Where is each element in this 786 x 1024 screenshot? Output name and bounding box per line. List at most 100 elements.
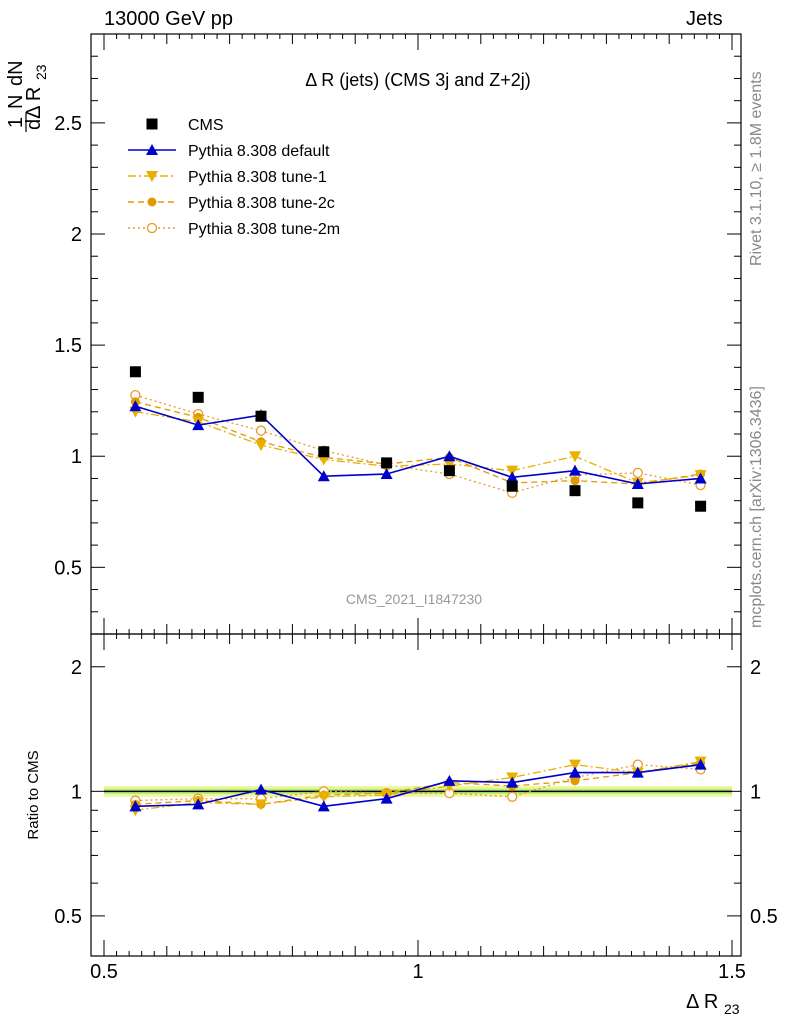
ratio-y-axis: 0.5 0.5 1 1 2 2	[54, 657, 778, 957]
mcplots-label: mcplots.cern.ch [arXiv:1306.3436]	[748, 386, 765, 628]
legend: CMS Pythia 8.308 default Pythia 8.308 tune…	[128, 117, 340, 238]
series-line	[135, 405, 701, 485]
ratio-point	[507, 791, 518, 802]
main-y-tick-label: 2.5	[54, 113, 82, 135]
mc-point	[506, 465, 519, 477]
data-point	[569, 485, 581, 497]
legend-entry: Pythia 8.308 tune-2m	[128, 221, 340, 238]
mc-point	[443, 459, 456, 470]
ratio-series-pythia-8-308-default	[129, 758, 707, 812]
legend-entry: Pythia 8.308 default	[128, 143, 330, 160]
data-point	[443, 465, 455, 477]
ratio-y-tick-label: 1	[71, 781, 82, 803]
ratio-point	[317, 791, 330, 803]
ratio-point	[506, 776, 519, 788]
x-tick-label: 1	[412, 961, 423, 983]
data-point	[695, 500, 707, 512]
mc-point	[570, 476, 580, 486]
series-cms	[129, 366, 707, 512]
mc-point	[255, 425, 267, 436]
data-point	[632, 497, 644, 509]
main-y-tick-label: 2	[71, 224, 82, 246]
rivet-label: Rivet 3.1.10, ≥ 1.8M events	[748, 71, 765, 266]
ratio-series-pythia-8-308-tune-2m	[130, 759, 706, 806]
series-pythia-8-308-tune-1	[129, 406, 707, 489]
ratio-point	[631, 766, 644, 778]
legend-marker	[146, 222, 158, 234]
mc-point	[506, 471, 519, 483]
svg-text:Δ R: Δ R	[686, 991, 718, 1013]
ratio-point	[255, 783, 267, 795]
mc-point	[443, 450, 456, 462]
main-y-tick-label: 1.5	[54, 335, 82, 357]
legend-marker	[146, 171, 158, 182]
ratio-line	[135, 763, 701, 808]
svg-text:23: 23	[33, 64, 49, 80]
watermark: CMS_2021_I1847230	[346, 591, 482, 607]
data-point	[129, 366, 141, 378]
ratio-point	[569, 766, 581, 778]
ratio-point	[380, 792, 393, 804]
mc-point	[255, 440, 267, 452]
mc-point	[569, 451, 581, 463]
legend-marker	[146, 144, 158, 155]
mc-point	[569, 464, 581, 476]
ratio-line	[135, 760, 701, 811]
ratio-point	[255, 799, 267, 811]
ratio-point	[129, 800, 142, 812]
series-pythia-8-308-default	[129, 400, 707, 489]
ratio-panel-frame	[90, 633, 742, 957]
data-point	[255, 410, 267, 422]
main-y-tick-label: 1	[71, 446, 82, 468]
ratio-point	[443, 774, 456, 786]
legend-marker	[147, 197, 157, 207]
mc-point	[631, 478, 644, 489]
mc-point	[317, 454, 330, 466]
svg-text:23: 23	[724, 1001, 740, 1017]
ratio-point	[317, 800, 330, 812]
ratio-line	[135, 762, 701, 806]
main-y-axis-label: 1 N dN dΔ R 23	[5, 60, 49, 132]
ratio-y-tick-label: 0.5	[750, 906, 778, 928]
legend-label: Pythia 8.308 default	[188, 143, 330, 160]
ratio-point	[192, 798, 205, 810]
legend-label: Pythia 8.308 tune-1	[188, 169, 327, 186]
svg-text:dN: dN	[5, 60, 27, 86]
svg-text:dΔ R: dΔ R	[23, 87, 45, 130]
mc-point	[317, 470, 330, 482]
legend-label: Pythia 8.308 tune-2c	[188, 195, 335, 212]
svg-text:1: 1	[5, 117, 27, 128]
legend-label: Pythia 8.308 tune-2m	[188, 221, 340, 238]
ratio-y-tick-label: 2	[750, 657, 761, 679]
ratio-series-group	[129, 756, 707, 817]
legend-entry: CMS	[146, 117, 224, 134]
x-tick-label: 1.5	[718, 961, 746, 983]
legend-entry: Pythia 8.308 tune-1	[128, 169, 327, 186]
legend-entry: Pythia 8.308 tune-2c	[128, 195, 335, 212]
x-tick-label: 0.5	[90, 961, 118, 983]
header-right: Jets	[686, 8, 723, 30]
data-point	[506, 480, 518, 492]
ratio-y-tick-label: 2	[71, 657, 82, 679]
mc-point	[129, 400, 142, 412]
series-line	[135, 401, 701, 485]
ratio-line	[135, 764, 701, 802]
ratio-point	[570, 776, 580, 786]
main-y-axis: 0.5 1 1.5 2 2.5	[54, 55, 741, 613]
ratio-series-pythia-8-308-tune-2c	[130, 758, 706, 809]
series-line	[135, 394, 701, 494]
ratio-point	[569, 759, 581, 771]
main-y-tick-label: 0.5	[54, 557, 82, 579]
svg-text:N: N	[5, 95, 27, 109]
series-line	[135, 411, 701, 484]
mc-point	[632, 467, 643, 479]
header-left: 13000 GeV pp	[104, 8, 233, 30]
ratio-y-tick-label: 0.5	[54, 906, 82, 928]
legend-label: CMS	[188, 117, 224, 134]
x-axis: 0.5 1 1.5	[90, 34, 746, 983]
mc-point	[380, 468, 393, 479]
chart-title: Δ R (jets) (CMS 3j and Z+2j)	[305, 70, 531, 90]
ratio-point	[694, 758, 707, 770]
x-axis-label: Δ R 23	[686, 991, 740, 1017]
